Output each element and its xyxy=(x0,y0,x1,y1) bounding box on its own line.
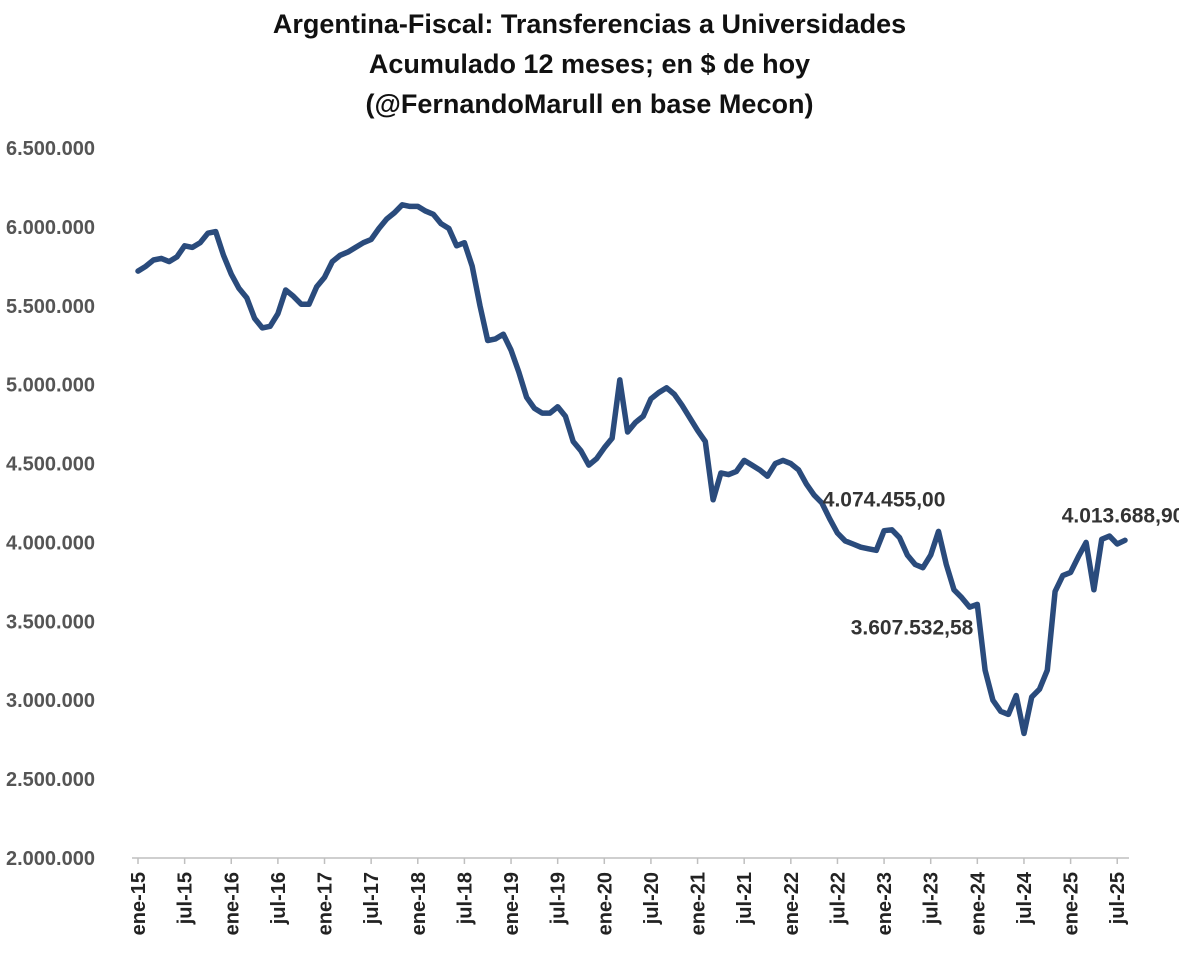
x-tick-label: jul-24 xyxy=(1014,871,1036,925)
y-tick-label: 2.500.000 xyxy=(6,769,95,791)
x-tick-label: jul-19 xyxy=(548,872,570,925)
y-tick-label: 6.000.000 xyxy=(6,217,95,239)
x-tick-label: jul-22 xyxy=(827,872,849,925)
y-tick-label: 2.000.000 xyxy=(6,848,95,870)
x-tick-label: jul-18 xyxy=(454,872,476,925)
y-tick-label: 5.500.000 xyxy=(6,296,95,318)
chart-title-line-2: Acumulado 12 meses; en $ de hoy xyxy=(368,49,811,79)
y-tick-label: 3.500.000 xyxy=(6,611,95,633)
y-tick-label: 4.500.000 xyxy=(6,454,95,476)
x-tick-label: ene-19 xyxy=(501,872,523,935)
x-tick-label: ene-22 xyxy=(781,872,803,935)
y-tick-label: 6.500.000 xyxy=(6,138,95,160)
chart-title-line-1: Argentina-Fiscal: Transferencias a Unive… xyxy=(272,9,907,39)
x-tick-label: ene-25 xyxy=(1061,872,1083,935)
x-tick-label: ene-16 xyxy=(221,872,243,935)
x-tick-label: ene-20 xyxy=(594,872,616,935)
x-tick-label: jul-16 xyxy=(268,872,290,925)
x-tick-label: jul-25 xyxy=(1107,872,1129,925)
x-tick-label: ene-21 xyxy=(688,872,710,935)
y-tick-label: 5.000.000 xyxy=(6,375,95,397)
x-tick-label: ene-17 xyxy=(315,872,337,935)
y-tick-label: 3.000.000 xyxy=(6,690,95,712)
x-tick-label: jul-17 xyxy=(361,872,383,925)
x-tick-label: ene-23 xyxy=(874,872,896,935)
series-line xyxy=(135,202,1128,737)
x-tick-label: jul-23 xyxy=(921,872,943,925)
data-label: 4.013.688,90 xyxy=(1062,504,1179,527)
chart-title-line-3: (@FernandoMarull en base Mecon) xyxy=(365,89,814,119)
x-tick-label: jul-21 xyxy=(734,872,756,925)
y-tick-label: 4.000.000 xyxy=(6,532,95,554)
x-tick-label: ene-15 xyxy=(128,872,150,935)
x-tick-label: ene-18 xyxy=(408,872,430,935)
data-label: 3.607.532,58 xyxy=(851,616,974,639)
x-tick-label: jul-20 xyxy=(641,872,663,925)
data-label: 4.074.455,00 xyxy=(823,489,946,512)
x-tick-label: jul-15 xyxy=(175,872,197,925)
chart-title: Argentina-Fiscal: Transferencias a Unive… xyxy=(0,4,1179,124)
x-tick-label: ene-24 xyxy=(967,871,989,935)
